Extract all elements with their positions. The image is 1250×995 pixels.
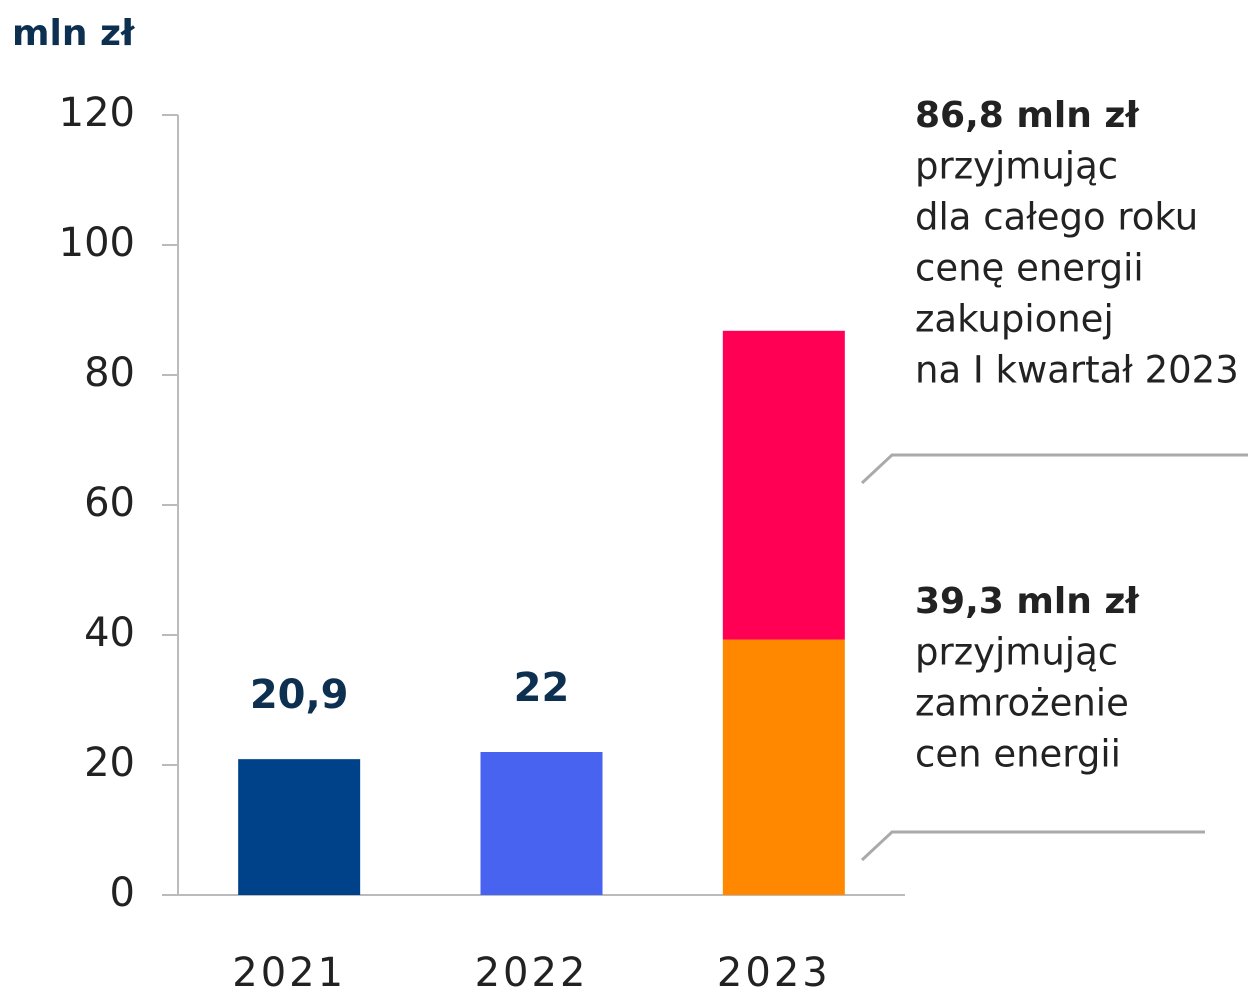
annotation-line: cenę energii [915,247,1144,290]
x-tick-label: 2022 [475,950,589,995]
y-tick-label: 120 [59,90,135,136]
annotation-line: przyjmując [915,631,1118,674]
annotation-line: na I kwartał 2023 [915,349,1239,392]
bar [722,639,845,895]
annotation-line: zakupionej [915,298,1114,341]
y-tick-label: 60 [84,480,135,526]
y-tick-label: 20 [84,740,135,786]
y-axis-label: mln zł [12,13,136,54]
y-tick-label: 100 [59,220,135,266]
bar [722,330,845,640]
y-tick-label: 80 [84,350,135,396]
annotation-heading: 86,8 mln zł [915,95,1140,136]
value-label: 22 [514,665,570,711]
y-tick-label: 0 [110,870,135,916]
annotation-line: zamrożenie [915,682,1129,725]
annotation-heading: 39,3 mln zł [915,581,1140,622]
bar [238,759,361,895]
annotation-line: przyjmując [915,145,1118,188]
leader-line [860,830,1205,862]
leader-line [860,453,1248,485]
annotation-line: dla całego roku [915,196,1198,239]
y-tick-label: 40 [84,610,135,656]
x-tick-label: 2023 [717,950,831,995]
annotation-line: cen energii [915,733,1121,776]
x-tick-label: 2021 [232,950,346,995]
bar [480,752,603,895]
value-label: 20,9 [250,672,349,718]
